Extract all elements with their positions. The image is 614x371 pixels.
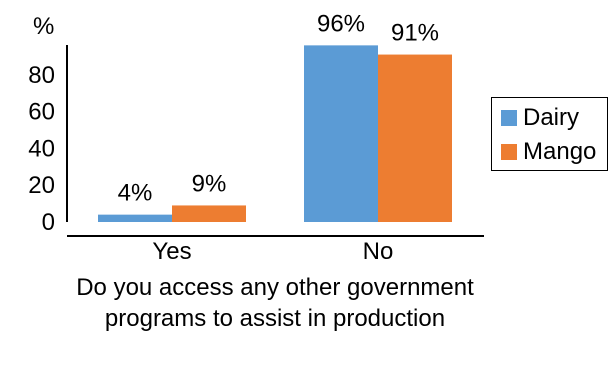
data-label-mango-yes: 9% bbox=[192, 170, 227, 197]
y-axis-label: % bbox=[33, 13, 54, 40]
x-axis-title: Do you access any other government progr… bbox=[76, 274, 474, 332]
y-tick-label: 80 bbox=[28, 62, 55, 89]
legend-swatch-mango bbox=[501, 144, 517, 160]
x-tick-label: No bbox=[363, 238, 394, 265]
data-label-mango-no: 91% bbox=[391, 20, 439, 47]
bar-mango-no bbox=[378, 54, 452, 223]
x-tick-label: Yes bbox=[152, 238, 191, 265]
data-label-dairy-yes: 4% bbox=[118, 180, 153, 207]
legend-label-mango: Mango bbox=[523, 138, 597, 165]
legend-swatch-dairy bbox=[501, 110, 517, 126]
legend-label-dairy: Dairy bbox=[523, 104, 580, 131]
legend-item-mango: Mango bbox=[501, 138, 596, 166]
y-tick-label: 40 bbox=[28, 135, 55, 162]
y-tick-label: 20 bbox=[28, 172, 55, 199]
legend-item-dairy: Dairy bbox=[501, 104, 579, 132]
data-label-dairy-no: 96% bbox=[317, 10, 365, 37]
legend: Dairy Mango bbox=[491, 97, 608, 171]
y-tick-label: 0 bbox=[42, 209, 55, 236]
y-tick-label: 60 bbox=[28, 99, 55, 126]
bar-mango-yes bbox=[172, 205, 246, 222]
bar-dairy-yes bbox=[98, 214, 172, 222]
bar-dairy-no bbox=[304, 45, 378, 222]
